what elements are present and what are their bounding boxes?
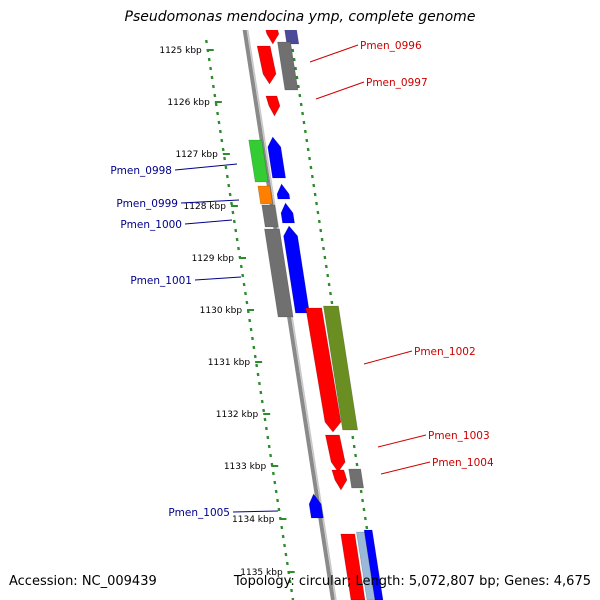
- gene-label-leader: [194, 276, 242, 281]
- gene-feature: [256, 45, 277, 85]
- gene-label: Pmen_1001: [130, 275, 192, 287]
- gene-label-leader: [363, 350, 413, 365]
- gene-feature: [283, 225, 310, 314]
- gene-feature: [265, 95, 281, 117]
- scale-label: 1129 kbp: [192, 254, 235, 264]
- gene-feature: [340, 533, 366, 600]
- gene-feature: [248, 139, 269, 183]
- gene-label-leader: [174, 163, 238, 171]
- scale-label: 1126 kbp: [167, 98, 210, 108]
- gene-feature: [348, 468, 364, 489]
- gene-label: Pmen_0998: [110, 165, 172, 177]
- gene-label-leader: [380, 461, 431, 475]
- gene-feature: [305, 307, 342, 433]
- gene-label: Pmen_0996: [360, 40, 422, 52]
- accession-label: Accession: NC_009439: [9, 574, 157, 589]
- gene-label-leader: [232, 510, 279, 513]
- gene-feature: [264, 228, 294, 318]
- gene-label: Pmen_1002: [414, 346, 476, 358]
- gene-feature: [284, 30, 300, 45]
- gene-label-leader: [184, 219, 233, 225]
- scale-label: 1134 kbp: [232, 515, 275, 525]
- gene-label: Pmen_1004: [432, 457, 494, 469]
- scale-label: 1127 kbp: [175, 150, 218, 160]
- gene-label-leader: [377, 434, 427, 448]
- gene-label: Pmen_1003: [428, 430, 490, 442]
- genome-summary: Topology: circular; Length: 5,072,807 bp…: [233, 574, 591, 589]
- gene-feature: [356, 531, 376, 600]
- scale-label: 1135 kbp: [240, 568, 283, 578]
- gene-feature: [257, 185, 273, 205]
- gene-label: Pmen_1000: [120, 219, 182, 231]
- scale-label: 1133 kbp: [224, 462, 267, 472]
- gene-feature: [363, 529, 384, 600]
- gene-feature: [280, 202, 295, 224]
- gene-label-leader: [309, 44, 359, 63]
- gene-feature: [325, 434, 346, 473]
- scale-label: 1131 kbp: [208, 358, 251, 368]
- scale-label: 1132 kbp: [216, 410, 259, 420]
- gene-label: Pmen_0997: [366, 77, 428, 89]
- gene-label-leader: [315, 81, 365, 100]
- map-title: Pseudomonas mendocina ymp, complete geno…: [124, 9, 476, 25]
- gene-feature: [265, 30, 280, 45]
- gene-label: Pmen_0999: [116, 198, 178, 210]
- scale-label: 1130 kbp: [200, 306, 243, 316]
- gene-feature: [261, 204, 279, 228]
- gene-label: Pmen_1005: [168, 507, 230, 519]
- gene-label-leader: [180, 199, 240, 204]
- gene-feature: [308, 493, 324, 519]
- gene-feature: [277, 41, 299, 91]
- gene-feature: [331, 469, 348, 491]
- gene-feature: [276, 183, 291, 200]
- gene-feature: [267, 136, 286, 179]
- gene-feature: [323, 305, 359, 431]
- scale-label: 1125 kbp: [159, 46, 202, 56]
- scale-label: 1128 kbp: [184, 202, 227, 212]
